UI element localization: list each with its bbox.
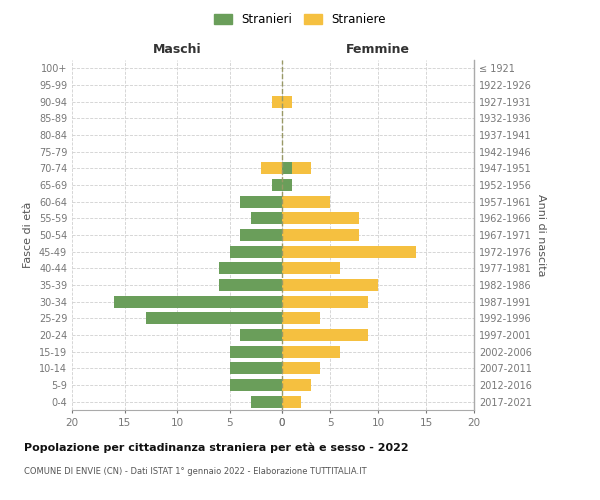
Bar [271,162,282,174]
Bar [114,296,282,308]
Title: Maschi: Maschi [152,43,202,56]
Bar [282,329,368,341]
Bar [219,279,282,291]
Bar [229,362,282,374]
Bar [282,212,359,224]
Bar [282,312,320,324]
Bar [282,179,292,191]
Bar [282,196,330,207]
Bar [282,246,416,258]
Bar [282,162,311,174]
Bar [240,229,282,241]
Bar [240,329,282,341]
Bar [229,346,282,358]
Text: COMUNE DI ENVIE (CN) - Dati ISTAT 1° gennaio 2022 - Elaborazione TUTTITALIA.IT: COMUNE DI ENVIE (CN) - Dati ISTAT 1° gen… [24,468,367,476]
Bar [282,296,368,308]
Bar [240,196,282,207]
Title: Femmine: Femmine [346,43,410,56]
Bar [282,279,378,291]
Bar [271,96,282,108]
Bar [282,229,359,241]
Bar [282,362,320,374]
Bar [229,379,282,391]
Bar [282,96,292,108]
Bar [282,346,340,358]
Bar [251,396,282,407]
Bar [282,396,301,407]
Bar [282,162,292,174]
Bar [219,262,282,274]
Bar [251,212,282,224]
Bar [146,312,282,324]
Bar [271,179,282,191]
Text: Popolazione per cittadinanza straniera per età e sesso - 2022: Popolazione per cittadinanza straniera p… [24,442,409,453]
Bar [261,162,282,174]
Y-axis label: Anni di nascita: Anni di nascita [536,194,546,276]
Bar [282,262,340,274]
Bar [282,179,292,191]
Bar [229,246,282,258]
Y-axis label: Fasce di età: Fasce di età [23,202,33,268]
Legend: Stranieri, Straniere: Stranieri, Straniere [209,8,391,31]
Bar [282,379,311,391]
